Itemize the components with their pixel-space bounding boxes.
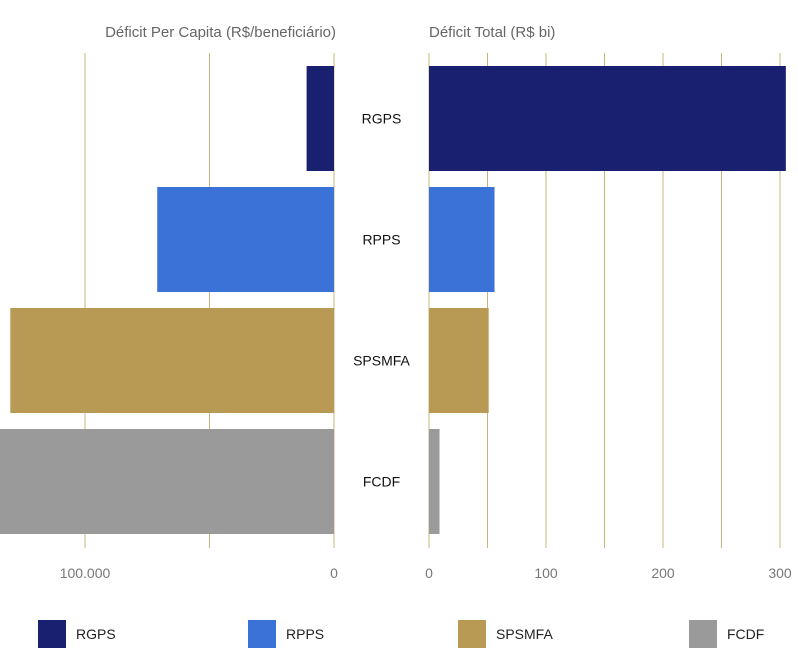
legend-item-rpps: RPPS <box>248 620 324 648</box>
right-bar-fcdf <box>429 429 440 534</box>
legend-item-rgps: RGPS <box>38 620 116 648</box>
right-tick-label-3: 300 <box>768 565 792 581</box>
legend-label-rgps: RGPS <box>76 626 116 642</box>
left-tick-label-1: 100.000 <box>60 565 111 581</box>
legend-swatch-rpps <box>248 620 276 648</box>
category-label-fcdf: FCDF <box>363 474 400 490</box>
legend-swatch-spsmfa <box>458 620 486 648</box>
legend-swatch-fcdf <box>689 620 717 648</box>
right-bar-spsmfa <box>429 308 489 413</box>
legend-label-fcdf: FCDF <box>727 626 765 642</box>
right-bar-rpps <box>429 187 495 292</box>
category-label-rpps: RPPS <box>362 232 400 248</box>
legend-label-rpps: RPPS <box>286 626 325 642</box>
legend-item-fcdf: FCDF <box>689 620 764 648</box>
left-tick-label-0: 0 <box>330 565 338 581</box>
right-tick-label-0: 0 <box>425 565 433 581</box>
right-bar-rgps <box>429 66 786 171</box>
right-chart-title: Déficit Total (R$ bi) <box>429 24 555 41</box>
category-label-spsmfa: SPSMFA <box>353 353 410 369</box>
left-bar-rgps <box>306 66 334 171</box>
chart-canvas: RGPS RPPS SPSMFA FCDF Déficit Per Capita (R$… <box>0 24 792 581</box>
legend-swatch-rgps <box>38 620 66 648</box>
legend: RGPS RPPS SPSMFA FCDF <box>0 620 798 650</box>
left-bar-rpps <box>157 187 334 292</box>
left-bar-spsmfa <box>10 308 335 413</box>
legend-item-spsmfa: SPSMFA <box>458 620 553 648</box>
left-bar-fcdf <box>0 429 335 534</box>
right-tick-label-1: 100 <box>534 565 558 581</box>
right-tick-label-2: 200 <box>651 565 675 581</box>
left-chart-title: Déficit Per Capita (R$/beneficiário) <box>105 24 336 41</box>
category-label-rgps: RGPS <box>362 111 402 127</box>
legend-label-spsmfa: SPSMFA <box>496 626 553 642</box>
